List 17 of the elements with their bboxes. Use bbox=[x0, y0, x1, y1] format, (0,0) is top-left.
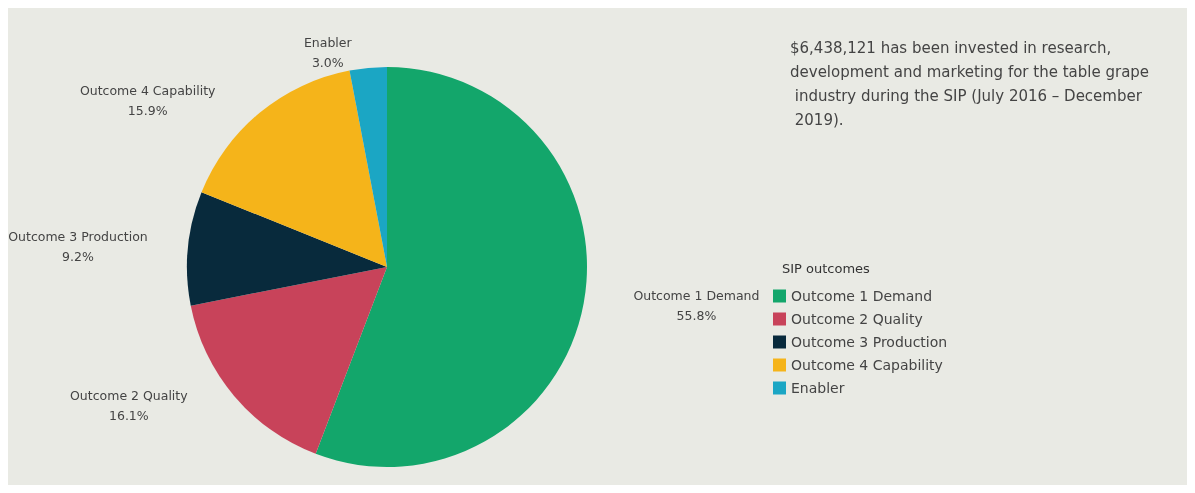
legend-label: Outcome 1 Demand bbox=[791, 288, 933, 304]
data-label: 55.8% bbox=[676, 308, 717, 324]
data-label: 9.2% bbox=[62, 249, 94, 265]
slice-label: Enabler bbox=[303, 35, 353, 51]
slice-label: Outcome 2 Quality bbox=[70, 388, 189, 404]
data-label: 15.9% bbox=[127, 103, 168, 119]
legend-label: Outcome 4 Capability bbox=[791, 357, 943, 373]
legend-title: SIP outcomes bbox=[782, 261, 871, 276]
slice-label: Outcome 1 Demand bbox=[633, 288, 760, 304]
data-label: 16.1% bbox=[108, 408, 149, 424]
data-label: 3.0% bbox=[311, 55, 344, 71]
legend-label: Outcome 3 Production bbox=[791, 334, 948, 350]
slice-label: Outcome 3 Production bbox=[8, 229, 148, 245]
legend-label: Enabler bbox=[791, 380, 845, 396]
slice-label: Outcome 4 Capability bbox=[79, 83, 217, 99]
text: $6,438,121 has been invested in research, development and marketing for the table grape industry during the SIP (July 2016 – December 2019). bbox=[790, 39, 1150, 129]
legend-label: Outcome 2 Quality bbox=[791, 311, 923, 327]
